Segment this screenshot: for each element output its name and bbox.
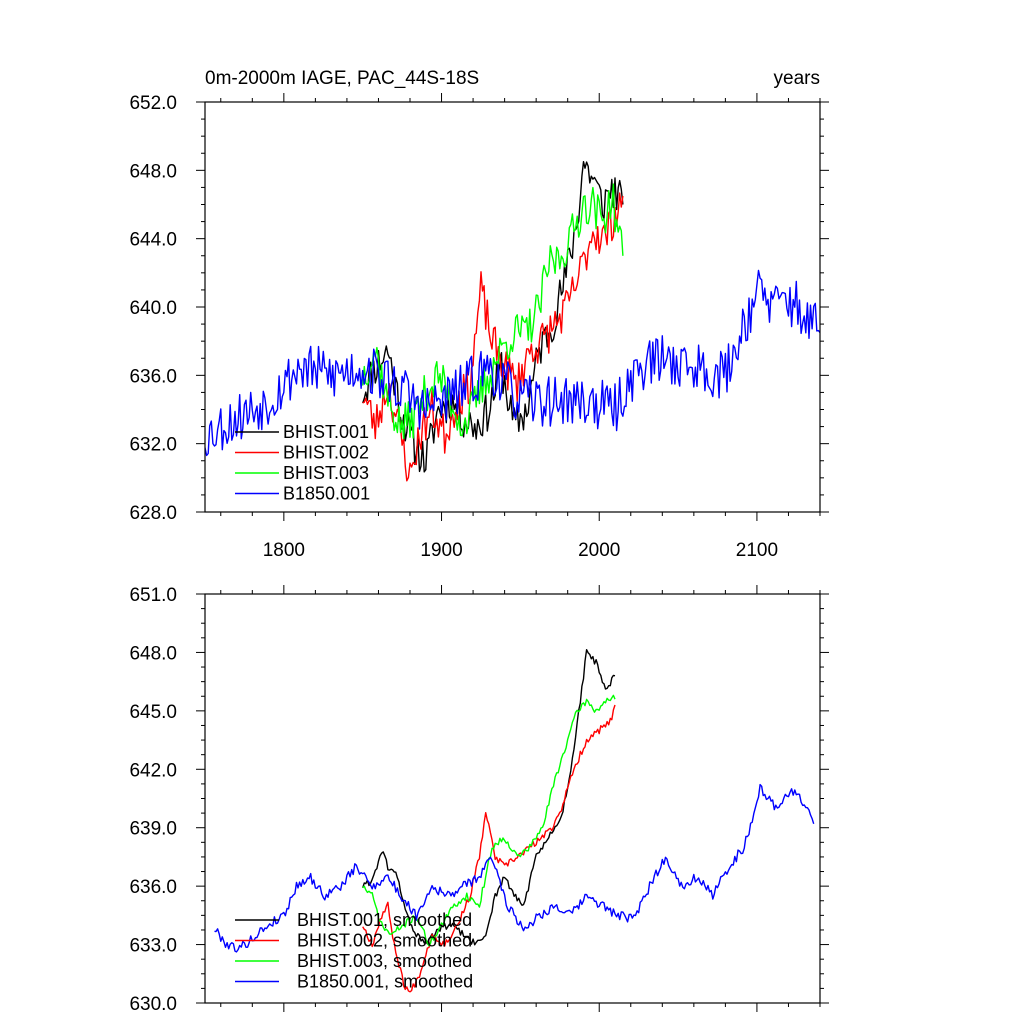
top-legend-label-3: BHIST.003: [283, 463, 369, 483]
bottom-series-line-4: [214, 783, 815, 953]
bottom-series-line-3: [362, 694, 616, 947]
top-x-tick-label: 1800: [263, 540, 305, 561]
top-y-tick-label: 628.0: [129, 503, 177, 524]
top-legend-label-2: BHIST.002: [283, 443, 369, 463]
bottom-y-tick-label: 636.0: [129, 877, 177, 898]
top-y-tick-label: 632.0: [129, 435, 177, 456]
bottom-y-tick-label: 645.0: [129, 702, 177, 723]
bottom-y-tick-label: 642.0: [129, 760, 177, 781]
bottom-y-tick-label: 633.0: [129, 936, 177, 957]
top-series-line-4: [205, 269, 820, 457]
top-y-tick-label: 644.0: [129, 230, 177, 251]
top-legend-label-4: B1850.001: [283, 484, 370, 504]
top-x-tick-label: 2100: [736, 540, 778, 561]
chart-title: 0m-2000m IAGE, PAC_44S-18S: [205, 68, 479, 89]
bottom-legend-label-2: BHIST.002, smoothed: [297, 931, 472, 951]
bottom-series-line-2: [362, 704, 616, 993]
top-legend-label-1: BHIST.001: [283, 422, 369, 442]
chart-units: years: [774, 68, 820, 89]
series-group: [205, 160, 820, 482]
bottom-legend-label-4: B1850.001, smoothed: [297, 972, 473, 992]
bottom-legend-label-3: BHIST.003, smoothed: [297, 951, 472, 971]
top-series-line-3: [362, 183, 624, 440]
top-x-tick-label: 2000: [578, 540, 620, 561]
top-panel: 0m-2000m IAGE, PAC_44S-18S years 1800 190…: [129, 68, 829, 561]
bottom-y-tick-label: 639.0: [129, 819, 177, 840]
bottom-series-line-1: [362, 649, 616, 946]
top-y-tick-label: 648.0: [129, 161, 177, 182]
top-y-tick-label: 652.0: [129, 93, 177, 114]
top-y-tick-label: 640.0: [129, 298, 177, 319]
bottom-panel: 630.0 633.0 636.0 639.0 642.0 645.0 648.0 651.0…: [129, 585, 829, 1015]
top-x-tick-label: 1900: [420, 540, 462, 561]
top-series-line-2: [362, 192, 624, 482]
bottom-y-tick-label: 648.0: [129, 643, 177, 664]
series-group: [214, 649, 815, 993]
bottom-y-tick-label: 630.0: [129, 994, 177, 1015]
top-y-tick-label: 636.0: [129, 366, 177, 387]
bottom-y-tick-label: 651.0: [129, 585, 177, 606]
bottom-legend-label-1: BHIST.001, smoothed: [297, 910, 472, 930]
